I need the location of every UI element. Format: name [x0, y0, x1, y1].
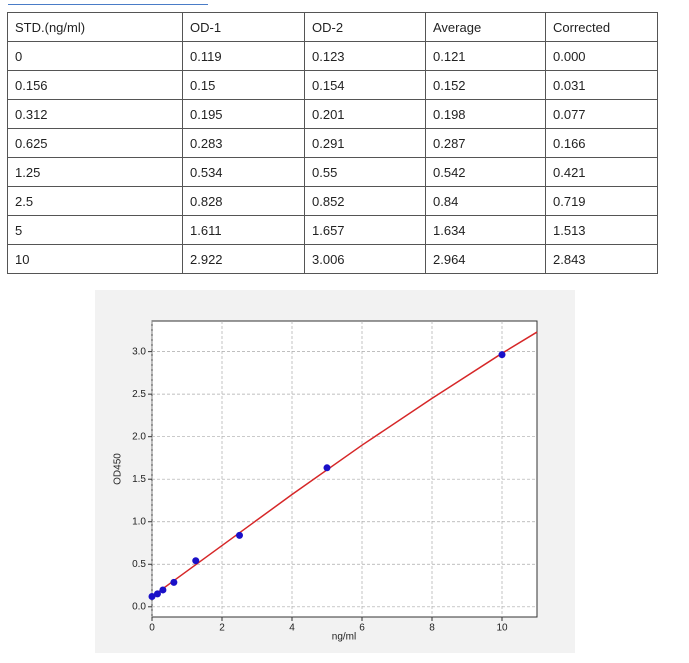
- table-cell: 0.421: [545, 157, 658, 187]
- table-cell: 0.154: [304, 70, 426, 100]
- y-tick-label: 2.5: [132, 389, 146, 400]
- y-axis-label: OD450: [113, 453, 124, 485]
- data-point: [323, 464, 331, 472]
- table-cell: 0.195: [182, 99, 305, 129]
- x-tick-label: 6: [359, 623, 365, 634]
- table-cell: 0.15: [182, 70, 305, 100]
- table-row: 10 2.922 3.006 2.964 2.843: [7, 244, 658, 274]
- x-axis-label: ng/ml: [332, 632, 356, 643]
- x-tick-label: 8: [429, 623, 435, 634]
- std-table: STD.(ng/ml) OD-1 OD-2 Average Corrected 0 0.11…: [7, 12, 658, 274]
- table-cell: STD.(ng/ml): [7, 12, 183, 42]
- table-cell: 10: [7, 244, 183, 274]
- table-cell: 1.634: [425, 215, 546, 245]
- x-tick-label: 0: [149, 623, 155, 634]
- table-cell: OD-1: [182, 12, 305, 42]
- table-cell: 0.542: [425, 157, 546, 187]
- x-tick-label: 2: [219, 623, 225, 634]
- data-point: [170, 578, 178, 586]
- table-cell: 0.201: [304, 99, 426, 129]
- table-cell: 2.922: [182, 244, 305, 274]
- table-cell: OD-2: [304, 12, 426, 42]
- table-cell: 0.123: [304, 41, 426, 71]
- table-row: 0.156 0.15 0.154 0.152 0.031: [7, 70, 658, 100]
- table-cell: 2.843: [545, 244, 658, 274]
- y-tick-label: 2.0: [132, 431, 146, 442]
- table-cell: 0.534: [182, 157, 305, 187]
- x-tick-label: 4: [289, 623, 295, 634]
- data-point: [153, 590, 161, 598]
- table-cell: 3.006: [304, 244, 426, 274]
- table-row: 1.25 0.534 0.55 0.542 0.421: [7, 157, 658, 187]
- data-point: [148, 593, 156, 601]
- table-cell: 0.077: [545, 99, 658, 129]
- y-tick-label: 0.5: [132, 559, 146, 570]
- table-cell: Average: [425, 12, 546, 42]
- table-row: 2.5 0.828 0.852 0.84 0.719: [7, 186, 658, 216]
- link-underline: [8, 4, 208, 5]
- data-point: [498, 351, 506, 359]
- table-cell: 0.119: [182, 41, 305, 71]
- table-cell: 0.719: [545, 186, 658, 216]
- data-point: [236, 531, 243, 539]
- table-cell: 0.852: [304, 186, 426, 216]
- table-cell: 0.198: [425, 99, 546, 129]
- table-cell: 5: [7, 215, 183, 245]
- y-tick-label: 0.0: [132, 601, 146, 612]
- data-point: [159, 586, 167, 594]
- plot-area: [151, 320, 538, 618]
- y-tick-label: 1.5: [132, 474, 146, 485]
- table-row: 0.312 0.195 0.201 0.198 0.077: [7, 99, 658, 129]
- table-row: 0 0.119 0.123 0.121 0.000: [7, 41, 658, 71]
- table-row: STD.(ng/ml) OD-1 OD-2 Average Corrected: [7, 12, 658, 42]
- table-cell: 0.166: [545, 128, 658, 158]
- table-cell: Corrected: [545, 12, 658, 42]
- y-tick-label: 1.0: [132, 516, 146, 527]
- table-cell: 0: [7, 41, 183, 71]
- table-cell: 1.25: [7, 157, 183, 187]
- x-tick-label: 10: [496, 623, 508, 634]
- y-tick-label: 3.0: [132, 346, 146, 357]
- data-point: [192, 557, 200, 565]
